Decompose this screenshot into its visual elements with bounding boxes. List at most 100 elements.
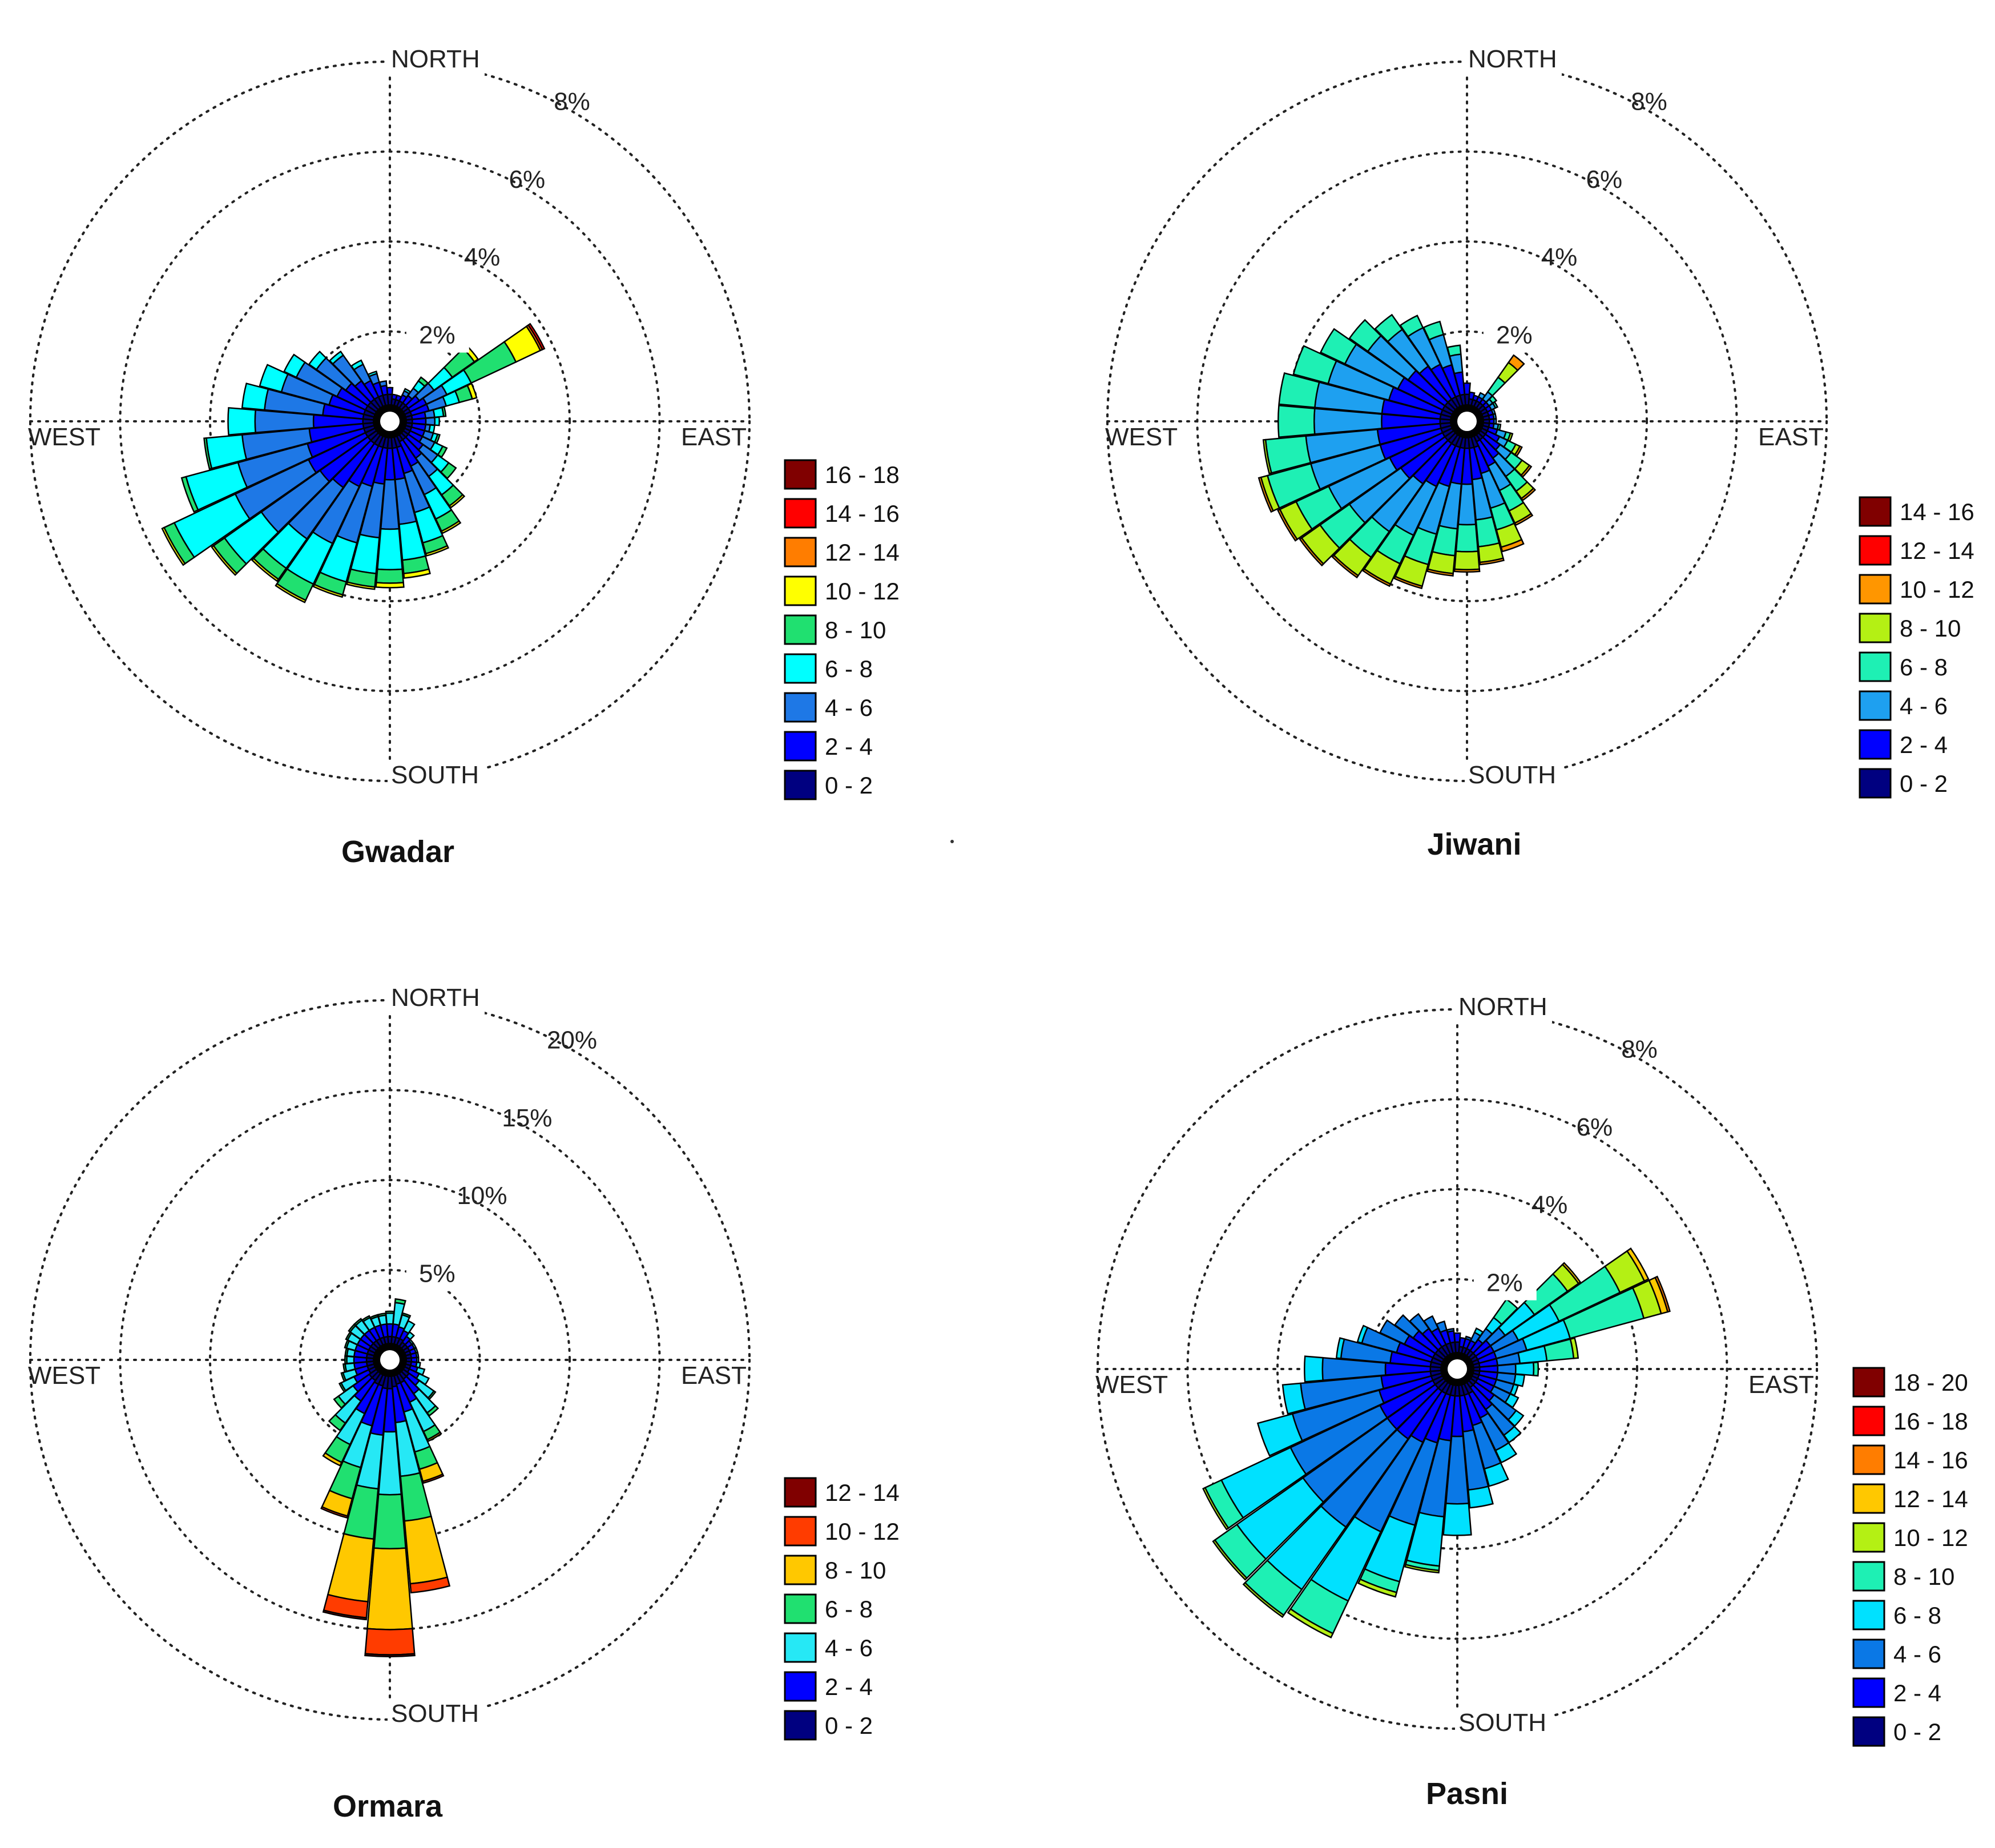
petal-segment — [328, 350, 345, 365]
legend-swatch — [1859, 496, 1892, 527]
legend-label: 10 - 12 — [825, 1518, 900, 1545]
petal-segment — [1446, 344, 1462, 357]
north-label: NORTH — [1458, 993, 1547, 1021]
ring-label: 6% — [509, 166, 546, 194]
petal-segment — [1256, 1412, 1303, 1457]
grid-ring — [209, 240, 571, 602]
legend-label: 10 - 12 — [825, 578, 900, 605]
ring-label-bg — [1473, 1263, 1537, 1301]
legend-swatch — [1859, 535, 1892, 566]
legend-label: 2 - 4 — [1900, 731, 1948, 758]
legend-swatch — [784, 692, 817, 723]
petal-segment — [1292, 345, 1337, 385]
petal-segment — [1379, 1319, 1410, 1346]
south-label-bg — [388, 1700, 485, 1730]
east-label: EAST — [681, 423, 747, 451]
petal-segment — [402, 1319, 416, 1335]
petal-segment — [1654, 1275, 1671, 1313]
petal-segment — [425, 417, 436, 426]
legend-label: 0 - 2 — [1893, 1718, 1941, 1745]
legend-label: 8 - 10 — [825, 617, 886, 643]
petal-segment — [340, 1371, 347, 1382]
petal-segment — [441, 406, 447, 417]
petal-segment — [1514, 1362, 1535, 1376]
petal-segment — [180, 476, 199, 513]
petal-segment — [415, 1351, 420, 1359]
petal-segment — [1399, 315, 1424, 338]
center-hub-inner — [380, 1350, 400, 1370]
petal-segment — [350, 359, 364, 371]
legend-label: 6 - 8 — [1893, 1602, 1941, 1629]
legend-swatch — [784, 575, 817, 606]
legend-label: 10 - 12 — [1900, 576, 1974, 603]
south-label: SOUTH — [391, 761, 479, 789]
legend-swatch — [1852, 1483, 1885, 1514]
petal-segment — [448, 493, 466, 509]
petal-segment — [333, 1395, 346, 1410]
petal-segment — [1426, 568, 1454, 577]
legend-swatch — [784, 1477, 817, 1508]
petal-segment — [386, 386, 394, 396]
petal-segment — [1277, 404, 1316, 438]
petal-segment — [401, 1312, 412, 1319]
legend-label: 16 - 18 — [825, 461, 900, 488]
petal-segment — [283, 353, 307, 379]
petal-segment — [1281, 1382, 1307, 1415]
petal-segment — [1479, 557, 1505, 566]
petal-segment — [1493, 418, 1497, 425]
legend-swatch — [784, 1671, 817, 1702]
legend-label: 14 - 16 — [1893, 1447, 1968, 1473]
petal-segment — [1453, 550, 1481, 571]
petal-segment — [1242, 1581, 1285, 1618]
ring-label: 8% — [1631, 87, 1667, 115]
petal-segment — [434, 416, 440, 426]
legend-swatch — [784, 614, 817, 645]
legend-swatch — [1852, 1600, 1885, 1630]
petal-segment — [322, 1609, 368, 1621]
legend: 14 - 16 12 - 14 10 - 12 8 - 10 6 - 8 4 - 6 2 -… — [1859, 496, 1974, 799]
petal-segment — [1362, 567, 1392, 587]
chart-title: Gwadar — [341, 835, 454, 869]
legend-label: 4 - 6 — [1900, 693, 1948, 719]
center-hub-inner — [1448, 1359, 1467, 1379]
legend-swatch — [1852, 1561, 1885, 1592]
petal-segment — [409, 1576, 451, 1594]
petal-segment — [1299, 537, 1325, 567]
petal-segment — [1442, 1503, 1472, 1536]
legend-label: 4 - 6 — [1893, 1641, 1941, 1668]
ring-label-bg — [406, 316, 469, 353]
petal-segment — [1626, 1247, 1650, 1282]
petal-segment — [1202, 1487, 1230, 1531]
north-label-bg — [1455, 993, 1552, 1023]
petal-segment — [1304, 1355, 1324, 1383]
ring-label: 6% — [1586, 166, 1623, 194]
petal-segment — [1533, 1361, 1539, 1377]
petals — [161, 323, 546, 603]
petal-segment — [320, 1505, 349, 1519]
petal-segment — [422, 1473, 445, 1484]
legend-swatch — [784, 1710, 817, 1741]
legend-label: 8 - 10 — [1893, 1563, 1954, 1590]
east-label: EAST — [1748, 1371, 1814, 1399]
legend-swatch — [1852, 1638, 1885, 1669]
petal-segment — [1483, 1462, 1509, 1487]
petal-segment — [203, 437, 213, 470]
legend-swatch — [1859, 690, 1892, 721]
legend-swatch — [1852, 1677, 1885, 1708]
petal-segment — [1561, 1262, 1582, 1285]
chart-title: Jiwani — [1427, 827, 1521, 861]
petal-segment — [425, 545, 450, 557]
petal-segment — [353, 1318, 363, 1327]
legend-label: 12 - 14 — [825, 539, 900, 566]
petal-segment — [366, 1547, 413, 1630]
petal-segment — [1455, 524, 1479, 553]
petal-segment — [1422, 320, 1445, 341]
petal-segment — [1453, 568, 1481, 573]
legend-label: 2 - 4 — [1893, 1680, 1941, 1706]
legend-swatch — [1859, 768, 1892, 799]
legend-swatch — [1859, 613, 1892, 643]
ring-label: 8% — [554, 87, 590, 115]
petal-segment — [376, 528, 404, 571]
petal-segment — [346, 1355, 355, 1364]
